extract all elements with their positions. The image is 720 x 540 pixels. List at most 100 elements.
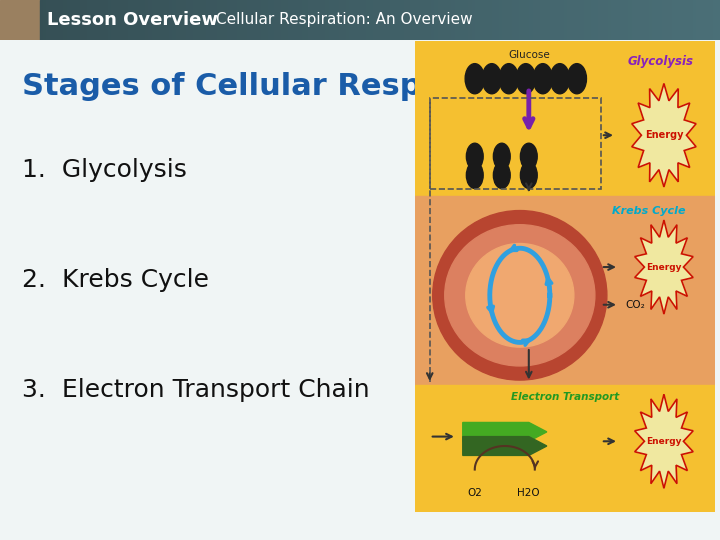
Bar — [243, 0, 247, 40]
Bar — [485, 0, 489, 40]
Circle shape — [521, 162, 537, 188]
Bar — [689, 0, 693, 40]
Bar — [73, 0, 77, 40]
Bar — [631, 0, 635, 40]
Bar — [533, 0, 536, 40]
Bar — [526, 0, 529, 40]
Bar — [247, 0, 251, 40]
Text: Energy: Energy — [644, 130, 683, 140]
Bar — [553, 0, 557, 40]
Circle shape — [516, 64, 536, 94]
Ellipse shape — [433, 211, 607, 380]
Circle shape — [550, 64, 570, 94]
Bar — [659, 0, 662, 40]
Bar — [377, 0, 380, 40]
Bar — [230, 0, 233, 40]
Bar — [217, 0, 220, 40]
Bar — [420, 0, 424, 40]
Bar — [380, 0, 383, 40]
Bar — [588, 0, 590, 40]
Text: Cellular Respiration: An Overview: Cellular Respiration: An Overview — [216, 12, 472, 28]
Bar — [199, 0, 203, 40]
Bar — [325, 0, 329, 40]
Ellipse shape — [466, 244, 574, 347]
Bar — [50, 0, 53, 40]
Bar — [404, 0, 407, 40]
Bar — [683, 0, 686, 40]
Circle shape — [467, 143, 483, 170]
Bar — [84, 0, 87, 40]
Bar — [410, 0, 414, 40]
Circle shape — [465, 64, 485, 94]
Bar — [158, 0, 162, 40]
Bar — [417, 0, 420, 40]
Bar — [696, 0, 700, 40]
Bar — [716, 0, 720, 40]
Bar — [114, 0, 118, 40]
Bar — [662, 0, 665, 40]
Bar — [53, 0, 57, 40]
Bar — [407, 0, 410, 40]
Bar — [179, 0, 182, 40]
Bar — [665, 0, 669, 40]
Bar — [101, 0, 104, 40]
Bar — [162, 0, 166, 40]
Bar — [570, 0, 574, 40]
Bar — [172, 0, 176, 40]
Text: Lesson Overview: Lesson Overview — [47, 11, 218, 29]
Bar — [465, 0, 468, 40]
Bar — [315, 0, 318, 40]
Bar — [359, 0, 363, 40]
Bar — [543, 0, 546, 40]
Bar — [604, 0, 608, 40]
Text: 2.  Krebs Cycle: 2. Krebs Cycle — [22, 268, 209, 292]
Text: 1.  Glycolysis: 1. Glycolysis — [22, 158, 187, 182]
Circle shape — [521, 143, 537, 170]
Bar — [479, 0, 482, 40]
Bar — [97, 0, 101, 40]
Bar — [598, 0, 601, 40]
Bar — [676, 0, 679, 40]
Circle shape — [493, 143, 510, 170]
Bar — [594, 0, 598, 40]
Bar — [577, 0, 580, 40]
Bar — [635, 0, 639, 40]
Bar — [322, 0, 325, 40]
Ellipse shape — [445, 225, 595, 366]
Bar — [645, 0, 649, 40]
Bar — [434, 0, 438, 40]
Bar — [318, 0, 322, 40]
Bar — [444, 0, 448, 40]
Bar — [564, 0, 567, 40]
Bar — [145, 0, 148, 40]
Bar — [156, 0, 158, 40]
Text: Energy: Energy — [646, 437, 682, 446]
Bar — [142, 0, 145, 40]
Bar — [669, 0, 672, 40]
Bar — [186, 0, 189, 40]
Bar — [169, 0, 172, 40]
Bar — [46, 0, 50, 40]
Bar — [462, 0, 465, 40]
Bar — [621, 0, 625, 40]
Bar — [710, 0, 714, 40]
Bar — [492, 0, 495, 40]
Bar — [590, 0, 594, 40]
Bar — [366, 0, 369, 40]
Bar — [655, 0, 659, 40]
Polygon shape — [631, 83, 696, 187]
Bar — [652, 0, 655, 40]
Bar — [584, 0, 588, 40]
Bar — [87, 0, 91, 40]
Bar — [424, 0, 428, 40]
Bar — [458, 0, 462, 40]
Bar — [240, 0, 243, 40]
Bar — [393, 0, 397, 40]
Bar — [516, 0, 519, 40]
Bar — [519, 0, 523, 40]
Bar — [257, 0, 261, 40]
Bar — [693, 0, 696, 40]
Bar — [284, 0, 288, 40]
Bar — [118, 0, 121, 40]
Bar — [509, 0, 513, 40]
